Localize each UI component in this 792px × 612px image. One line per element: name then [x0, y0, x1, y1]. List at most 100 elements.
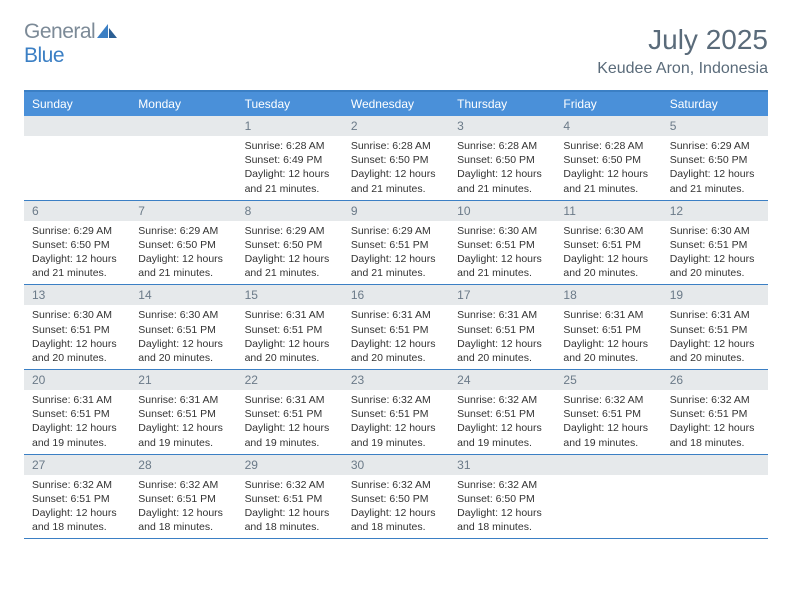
sunrise-text: Sunrise: 6:31 AM — [670, 308, 760, 322]
day-body: Sunrise: 6:28 AMSunset: 6:50 PMDaylight:… — [555, 136, 661, 200]
daylight-text: Daylight: 12 hours and 20 minutes. — [563, 337, 653, 365]
day-cell: 24Sunrise: 6:32 AMSunset: 6:51 PMDayligh… — [449, 370, 555, 454]
day-body: Sunrise: 6:31 AMSunset: 6:51 PMDaylight:… — [555, 305, 661, 369]
day-body: Sunrise: 6:32 AMSunset: 6:51 PMDaylight:… — [24, 475, 130, 539]
day-number: 16 — [343, 285, 449, 305]
empty-day-header — [24, 116, 130, 136]
day-cell: 6Sunrise: 6:29 AMSunset: 6:50 PMDaylight… — [24, 201, 130, 285]
sunrise-text: Sunrise: 6:31 AM — [32, 393, 122, 407]
daylight-text: Daylight: 12 hours and 21 minutes. — [351, 167, 441, 195]
sunrise-text: Sunrise: 6:30 AM — [457, 224, 547, 238]
sunrise-text: Sunrise: 6:30 AM — [32, 308, 122, 322]
daylight-text: Daylight: 12 hours and 21 minutes. — [457, 167, 547, 195]
day-cell: 21Sunrise: 6:31 AMSunset: 6:51 PMDayligh… — [130, 370, 236, 454]
day-body: Sunrise: 6:30 AMSunset: 6:51 PMDaylight:… — [555, 221, 661, 285]
day-number: 3 — [449, 116, 555, 136]
daylight-text: Daylight: 12 hours and 18 minutes. — [138, 506, 228, 534]
logo-text-gray: General — [24, 20, 95, 43]
sunset-text: Sunset: 6:50 PM — [138, 238, 228, 252]
day-body: Sunrise: 6:29 AMSunset: 6:50 PMDaylight:… — [130, 221, 236, 285]
day-body: Sunrise: 6:32 AMSunset: 6:51 PMDaylight:… — [555, 390, 661, 454]
sunset-text: Sunset: 6:51 PM — [457, 238, 547, 252]
day-cell: 17Sunrise: 6:31 AMSunset: 6:51 PMDayligh… — [449, 285, 555, 369]
day-cell: 28Sunrise: 6:32 AMSunset: 6:51 PMDayligh… — [130, 455, 236, 539]
week-row: 1Sunrise: 6:28 AMSunset: 6:49 PMDaylight… — [24, 116, 768, 201]
daylight-text: Daylight: 12 hours and 21 minutes. — [563, 167, 653, 195]
daylight-text: Daylight: 12 hours and 19 minutes. — [32, 421, 122, 449]
empty-day-header — [662, 455, 768, 475]
sunrise-text: Sunrise: 6:31 AM — [138, 393, 228, 407]
day-cell: 27Sunrise: 6:32 AMSunset: 6:51 PMDayligh… — [24, 455, 130, 539]
sunrise-text: Sunrise: 6:29 AM — [245, 224, 335, 238]
day-number: 29 — [237, 455, 343, 475]
sunrise-text: Sunrise: 6:29 AM — [138, 224, 228, 238]
day-cell: 23Sunrise: 6:32 AMSunset: 6:51 PMDayligh… — [343, 370, 449, 454]
daylight-text: Daylight: 12 hours and 21 minutes. — [457, 252, 547, 280]
sunset-text: Sunset: 6:51 PM — [670, 238, 760, 252]
sunset-text: Sunset: 6:51 PM — [32, 323, 122, 337]
day-body: Sunrise: 6:28 AMSunset: 6:50 PMDaylight:… — [449, 136, 555, 200]
sunset-text: Sunset: 6:50 PM — [351, 153, 441, 167]
day-number: 30 — [343, 455, 449, 475]
sunset-text: Sunset: 6:51 PM — [245, 492, 335, 506]
day-cell: 11Sunrise: 6:30 AMSunset: 6:51 PMDayligh… — [555, 201, 661, 285]
day-cell: 19Sunrise: 6:31 AMSunset: 6:51 PMDayligh… — [662, 285, 768, 369]
daylight-text: Daylight: 12 hours and 18 minutes. — [457, 506, 547, 534]
day-body: Sunrise: 6:32 AMSunset: 6:50 PMDaylight:… — [343, 475, 449, 539]
day-cell: 2Sunrise: 6:28 AMSunset: 6:50 PMDaylight… — [343, 116, 449, 200]
day-number: 19 — [662, 285, 768, 305]
weekday-row: Sunday Monday Tuesday Wednesday Thursday… — [24, 92, 768, 116]
daylight-text: Daylight: 12 hours and 20 minutes. — [670, 252, 760, 280]
sunset-text: Sunset: 6:50 PM — [457, 492, 547, 506]
day-body: Sunrise: 6:30 AMSunset: 6:51 PMDaylight:… — [662, 221, 768, 285]
sunset-text: Sunset: 6:51 PM — [245, 407, 335, 421]
day-number: 10 — [449, 201, 555, 221]
logo-text: GeneralBlue — [24, 20, 117, 68]
weeks-container: 1Sunrise: 6:28 AMSunset: 6:49 PMDaylight… — [24, 116, 768, 539]
month-title: July 2025 — [597, 24, 768, 56]
daylight-text: Daylight: 12 hours and 19 minutes. — [138, 421, 228, 449]
sunset-text: Sunset: 6:51 PM — [138, 323, 228, 337]
sunset-text: Sunset: 6:51 PM — [138, 492, 228, 506]
day-cell — [130, 116, 236, 200]
sunset-text: Sunset: 6:51 PM — [138, 407, 228, 421]
weekday-header: Thursday — [449, 92, 555, 116]
day-body: Sunrise: 6:32 AMSunset: 6:51 PMDaylight:… — [343, 390, 449, 454]
day-body: Sunrise: 6:30 AMSunset: 6:51 PMDaylight:… — [130, 305, 236, 369]
day-body: Sunrise: 6:31 AMSunset: 6:51 PMDaylight:… — [24, 390, 130, 454]
day-body: Sunrise: 6:30 AMSunset: 6:51 PMDaylight:… — [24, 305, 130, 369]
daylight-text: Daylight: 12 hours and 18 minutes. — [32, 506, 122, 534]
sunset-text: Sunset: 6:51 PM — [563, 238, 653, 252]
daylight-text: Daylight: 12 hours and 20 minutes. — [245, 337, 335, 365]
day-cell: 31Sunrise: 6:32 AMSunset: 6:50 PMDayligh… — [449, 455, 555, 539]
day-cell: 13Sunrise: 6:30 AMSunset: 6:51 PMDayligh… — [24, 285, 130, 369]
daylight-text: Daylight: 12 hours and 18 minutes. — [245, 506, 335, 534]
weekday-header: Saturday — [662, 92, 768, 116]
day-number: 6 — [24, 201, 130, 221]
day-cell: 22Sunrise: 6:31 AMSunset: 6:51 PMDayligh… — [237, 370, 343, 454]
day-cell — [662, 455, 768, 539]
day-body: Sunrise: 6:29 AMSunset: 6:50 PMDaylight:… — [24, 221, 130, 285]
sunrise-text: Sunrise: 6:29 AM — [351, 224, 441, 238]
sunrise-text: Sunrise: 6:28 AM — [245, 139, 335, 153]
empty-day-header — [555, 455, 661, 475]
day-number: 4 — [555, 116, 661, 136]
sunset-text: Sunset: 6:51 PM — [32, 407, 122, 421]
daylight-text: Daylight: 12 hours and 20 minutes. — [457, 337, 547, 365]
day-number: 21 — [130, 370, 236, 390]
sunset-text: Sunset: 6:51 PM — [563, 323, 653, 337]
daylight-text: Daylight: 12 hours and 21 minutes. — [351, 252, 441, 280]
day-cell: 9Sunrise: 6:29 AMSunset: 6:51 PMDaylight… — [343, 201, 449, 285]
daylight-text: Daylight: 12 hours and 21 minutes. — [245, 167, 335, 195]
day-number: 20 — [24, 370, 130, 390]
day-number: 11 — [555, 201, 661, 221]
day-body: Sunrise: 6:28 AMSunset: 6:49 PMDaylight:… — [237, 136, 343, 200]
day-body: Sunrise: 6:32 AMSunset: 6:50 PMDaylight:… — [449, 475, 555, 539]
daylight-text: Daylight: 12 hours and 19 minutes. — [245, 421, 335, 449]
day-body: Sunrise: 6:31 AMSunset: 6:51 PMDaylight:… — [130, 390, 236, 454]
day-cell: 16Sunrise: 6:31 AMSunset: 6:51 PMDayligh… — [343, 285, 449, 369]
day-number: 31 — [449, 455, 555, 475]
weekday-header: Sunday — [24, 92, 130, 116]
day-cell: 30Sunrise: 6:32 AMSunset: 6:50 PMDayligh… — [343, 455, 449, 539]
sunset-text: Sunset: 6:51 PM — [245, 323, 335, 337]
